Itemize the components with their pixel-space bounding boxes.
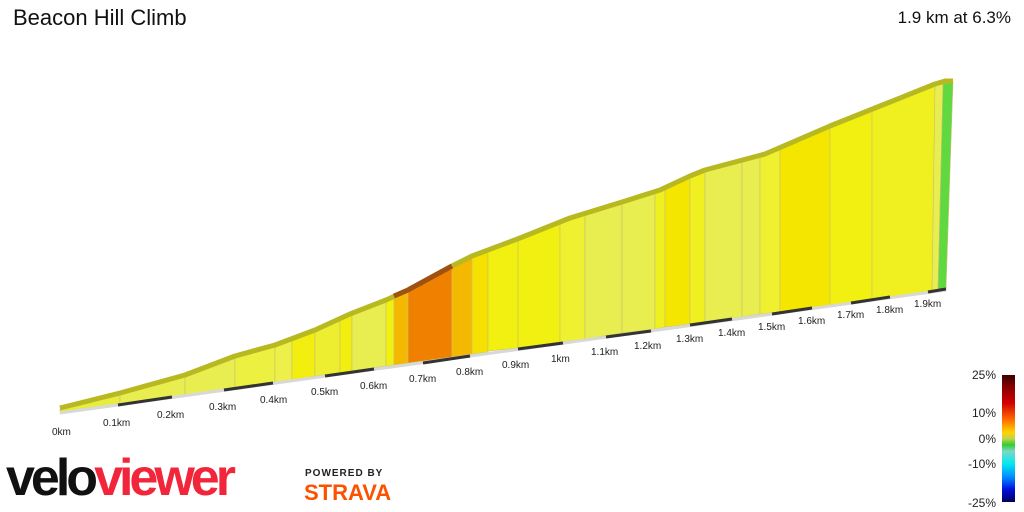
tick-1.7km: 1.7km [837,310,864,321]
strava-logo: STRAVA [304,480,392,505]
page-title: Beacon Hill Climb [13,5,187,30]
tick-1.4km: 1.4km [718,328,745,339]
tick-1.5km: 1.5km [758,322,785,333]
tick-1.1km: 1.1km [591,347,618,358]
gradient-segments [59,81,954,413]
tick-0.2km: 0.2km [157,410,184,421]
powered-by-label: POWERED BY [305,468,384,479]
tick-1km: 1km [551,354,570,365]
legend-label-10: 10% [971,406,996,420]
tick-0.9km: 0.9km [502,360,529,371]
legend-label-25: 25% [971,368,996,382]
tick-1.3km: 1.3km [676,334,703,345]
profile-top-edge [59,78,953,411]
tick-0.3km: 0.3km [209,402,236,413]
tick-1.6km: 1.6km [798,316,825,327]
tick-0km: 0km [52,427,71,438]
tick-0.4km: 0.4km [260,395,287,406]
distance-scale-bars [117,287,947,407]
legend-label-neg10: -10% [967,457,996,471]
veloviewer-logo: veloviewer [6,449,236,507]
logo-viewer: viewer [94,449,236,507]
tick-1.8km: 1.8km [876,305,903,316]
tick-1.9km: 1.9km [914,299,941,310]
tick-1.2km: 1.2km [634,341,661,352]
gradient-colorbar [1002,375,1015,502]
logo-velo: velo [6,449,98,507]
legend-label-0: 0% [978,432,996,446]
x-axis-labels: 0km 0.1km 0.2km 0.3km 0.4km 0.5km 0.6km … [52,299,941,438]
tick-0.8km: 0.8km [456,367,483,378]
climb-summary: 1.9 km at 6.3% [897,8,1011,27]
tick-0.1km: 0.1km [103,418,130,429]
tick-0.7km: 0.7km [409,374,436,385]
tick-0.5km: 0.5km [311,387,338,398]
tick-0.6km: 0.6km [360,381,387,392]
legend-label-neg25: -25% [967,496,996,510]
